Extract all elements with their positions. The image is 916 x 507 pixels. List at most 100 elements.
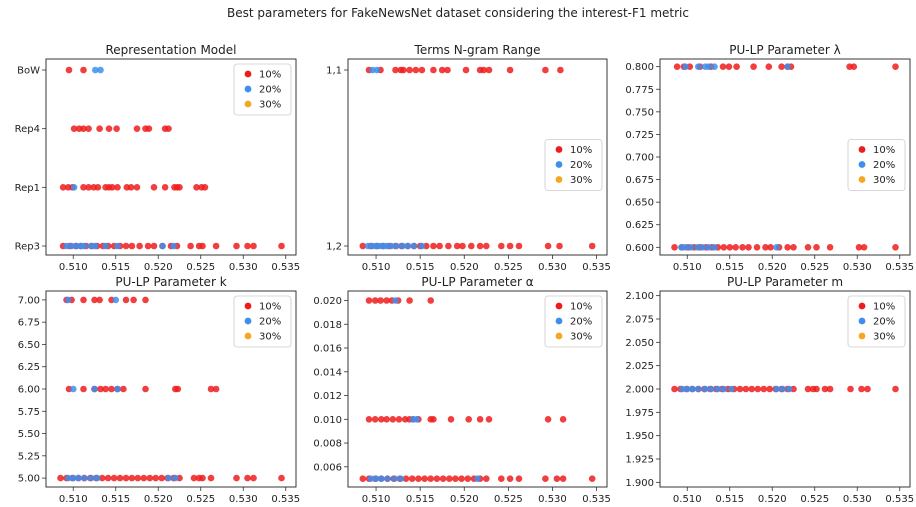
scatter-point-20pct: [474, 475, 481, 483]
scatter-point-10pct: [85, 184, 92, 191]
legend-marker: [555, 332, 563, 340]
legend: 10% 20% 30%: [544, 139, 603, 191]
scatter-point-10pct: [98, 474, 106, 482]
scatter-point-10pct: [244, 242, 251, 250]
legend-marker: [244, 317, 252, 325]
scatter-point-10pct: [161, 184, 169, 191]
subplot-3: PU-LP Parameter λ 0.510 0.515 0.520 0.525 0.5…: [625, 43, 914, 273]
legend-marker: [244, 302, 252, 310]
y-tick-label: 1.975: [625, 408, 654, 419]
scatter-point-20pct: [393, 242, 400, 250]
scatter-point-10pct: [421, 475, 428, 483]
x-tick-label: 0.530: [229, 494, 258, 505]
scatter-point-10pct: [753, 244, 761, 251]
x-tick-label: 0.525: [186, 262, 215, 273]
x-tick-label: 0.530: [229, 262, 258, 273]
legend-marker: [555, 302, 563, 310]
scatter-point-10pct: [750, 63, 757, 70]
scatter-point-10pct: [754, 385, 762, 393]
scatter-point-20pct: [165, 474, 172, 482]
scatter-point-10pct: [588, 475, 596, 483]
scatter-point-10pct: [813, 244, 820, 251]
scatter-point-10pct: [152, 474, 159, 482]
x-tick-label: 0.530: [843, 262, 872, 273]
y-tick-label: 0.675: [625, 175, 654, 186]
scatter-point-10pct: [250, 242, 257, 250]
scatter-point-10pct: [85, 125, 92, 132]
scatter-point-10pct: [176, 184, 183, 191]
scatter-point-10pct: [483, 242, 490, 250]
scatter-point-10pct: [498, 475, 505, 483]
scatter-point-10pct: [371, 416, 379, 423]
scatter-point-10pct: [553, 475, 561, 483]
scatter-point-10pct: [278, 242, 285, 250]
scatter-point-20pct: [699, 244, 706, 251]
y-tick-label: 6.00: [18, 385, 40, 396]
scatter-point-20pct: [114, 242, 121, 250]
scatter-point-10pct: [108, 385, 115, 393]
scatter-point-10pct: [485, 416, 493, 423]
scatter-point-20pct: [705, 63, 712, 70]
scatter-point-20pct: [779, 385, 786, 393]
y-tick-label: 0.775: [625, 85, 654, 96]
legend-entry-label: 20%: [259, 317, 281, 328]
y-tick-label: 0.020: [313, 296, 342, 307]
x-tick-label: 0.520: [144, 494, 173, 505]
y-tick-label: 5.25: [18, 451, 40, 462]
scatter-point-20pct: [687, 244, 694, 251]
x-tick-label: 0.510: [673, 494, 702, 505]
scatter-point-10pct: [418, 66, 426, 74]
x-tick-label: 0.515: [101, 262, 130, 273]
scatter-point-10pct: [250, 474, 257, 482]
scatter-point-10pct: [444, 66, 451, 74]
x-tick-label: 0.535: [271, 262, 300, 273]
y-tick-label: 2.000: [625, 385, 654, 396]
scatter-point-10pct: [80, 66, 87, 74]
subplot-1: Representation Model 0.510 0.515 0.520 0.525…: [15, 43, 300, 273]
scatter-point-20pct: [378, 475, 385, 483]
legend-marker: [555, 161, 563, 168]
y-tick-label: 2.075: [625, 315, 654, 326]
subplot-2: Terms N-gram Range 0.510 0.515 0.520 0.525 0.…: [326, 43, 611, 273]
scatter-point-10pct: [480, 66, 488, 74]
scatter-point-20pct: [695, 385, 702, 393]
scatter-point-10pct: [720, 244, 728, 251]
y-tick-label: 0.010: [313, 415, 342, 426]
scatter-point-10pct: [784, 244, 791, 251]
scatter-point-10pct: [588, 242, 596, 250]
scatter-point-20pct: [170, 242, 177, 250]
y-tick-label: 0.600: [625, 243, 654, 254]
scatter-point-10pct: [97, 385, 104, 393]
y-tick-label: Rep3: [15, 242, 40, 253]
scatter-point-10pct: [199, 242, 206, 250]
legend-marker: [555, 317, 563, 325]
scatter-point-10pct: [57, 474, 64, 482]
y-tick-label: 0.650: [625, 198, 654, 209]
legend-entry-label: 10%: [570, 145, 592, 156]
scatter-point-10pct: [544, 416, 552, 423]
scatter-point-10pct: [105, 125, 113, 132]
y-tick-label: 2.100: [625, 291, 654, 302]
scatter-point-20pct: [711, 244, 718, 251]
scatter-point-10pct: [104, 474, 112, 482]
scatter-point-10pct: [804, 244, 812, 251]
scatter-point-10pct: [762, 244, 769, 251]
scatter-point-20pct: [684, 385, 691, 393]
x-tick-label: 0.520: [450, 262, 479, 273]
scatter-point-20pct: [70, 474, 77, 482]
subplot-title: PU-LP Parameter k: [115, 275, 226, 289]
scatter-point-20pct: [172, 474, 179, 482]
legend-marker: [244, 85, 252, 93]
scatter-point-20pct: [70, 385, 77, 393]
legend: 10% 20% 30%: [233, 295, 292, 348]
y-tick-label: 1.925: [625, 455, 654, 466]
axes-frame: [347, 290, 608, 488]
x-tick-label: 0.510: [673, 262, 702, 273]
y-tick-label: 0.014: [313, 367, 342, 378]
subplot-title: Terms N-gram Range: [414, 43, 541, 57]
scatter-point-20pct: [707, 385, 715, 393]
y-tick-label: 5.50: [18, 429, 40, 440]
x-tick-label: 0.520: [758, 262, 787, 273]
scatter-point-20pct: [784, 63, 791, 70]
